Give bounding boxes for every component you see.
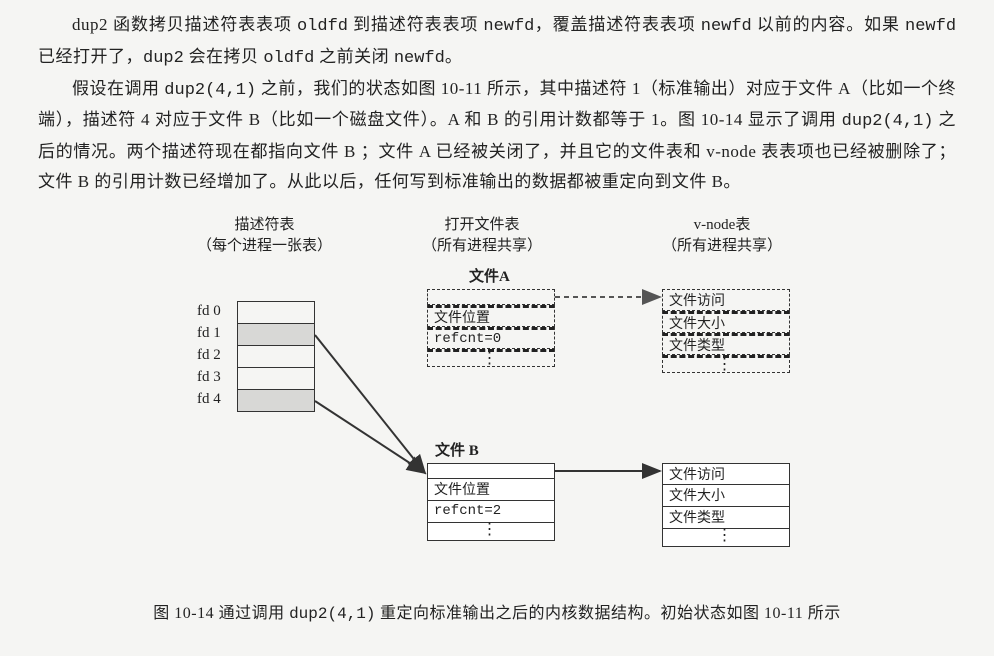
diagram: 描述符表 （每个进程一张表） 打开文件表 （所有进程共享） v-node表 （所…: [107, 215, 887, 595]
code: dup2(4,1): [842, 112, 934, 131]
vnode-a-size: 文件大小: [662, 311, 790, 333]
figure-caption: 图 10-14 通过调用 dup2(4,1) 重定向标准输出之后的内核数据结构。…: [38, 599, 956, 623]
file-a-dots: ⋮: [427, 349, 555, 367]
caption-text: 图 10-14 通过调用: [153, 605, 289, 622]
file-b-title: 文件 B: [435, 439, 479, 460]
file-a-pos: 文件位置: [427, 305, 555, 327]
file-b-dots: ⋮: [427, 523, 555, 541]
code: oldfd: [263, 49, 314, 68]
caption-text: 重定向标准输出之后的内核数据结构。初始状态如图 10-11 所示: [376, 605, 841, 622]
text: 以前的内容。如果: [752, 15, 905, 34]
file-a-box: 文件位置 refcnt=0 ⋮: [427, 289, 555, 367]
text: 之前关闭: [314, 47, 394, 66]
col-title-vnode-table: v-node表 （所有进程共享）: [662, 215, 782, 259]
text: 到描述符表表项: [348, 15, 483, 34]
fd-label-1: fd 1: [197, 325, 221, 342]
vnode-a-box: 文件访问 文件大小 文件类型 ⋮: [662, 289, 790, 373]
fd-label-0: fd 0: [197, 303, 221, 320]
code: newfd: [394, 49, 445, 68]
file-b-refcnt: refcnt=2: [427, 501, 555, 523]
vnode-a-type: 文件类型: [662, 333, 790, 355]
code: dup2: [143, 49, 184, 68]
col-title-open-file-table: 打开文件表 （所有进程共享）: [422, 215, 542, 259]
code: dup2(4,1): [164, 81, 256, 100]
text: ，覆盖描述符表表项: [534, 15, 700, 34]
code: newfd: [701, 17, 752, 36]
col-title-descriptor-table: 描述符表 （每个进程一张表）: [197, 215, 332, 259]
descriptor-table: [237, 301, 315, 412]
text: dup2 函数拷贝描述符表表项: [72, 15, 297, 34]
fd-label-3: fd 3: [197, 369, 221, 386]
vnode-b-box: 文件访问 文件大小 文件类型 ⋮: [662, 463, 790, 547]
vnode-b-dots: ⋮: [662, 529, 790, 547]
text: 。: [445, 47, 463, 66]
file-a-blank: [427, 289, 555, 305]
code: newfd: [905, 17, 956, 36]
vnode-a-access: 文件访问: [662, 289, 790, 311]
vnode-b-size: 文件大小: [662, 485, 790, 507]
file-b-box: 文件位置 refcnt=2 ⋮: [427, 463, 555, 541]
code: oldfd: [297, 17, 348, 36]
vnode-b-access: 文件访问: [662, 463, 790, 485]
file-b-blank: [427, 463, 555, 479]
file-a-title: 文件A: [469, 265, 510, 286]
fd-label-2: fd 2: [197, 347, 221, 364]
desc-row-1: [238, 324, 314, 346]
caption-code: dup2(4,1): [289, 605, 375, 623]
desc-row-4: [238, 390, 314, 412]
desc-row-0: [238, 302, 314, 324]
vnode-a-dots: ⋮: [662, 355, 790, 373]
desc-row-3: [238, 368, 314, 390]
file-a-refcnt: refcnt=0: [427, 327, 555, 349]
text: 已经打开了，: [38, 47, 143, 66]
desc-row-2: [238, 346, 314, 368]
vnode-b-type: 文件类型: [662, 507, 790, 529]
page: dup2 函数拷贝描述符表表项 oldfd 到描述符表表项 newfd，覆盖描述…: [0, 0, 994, 627]
file-b-pos: 文件位置: [427, 479, 555, 501]
paragraph-2: 假设在调用 dup2(4,1) 之前，我们的状态如图 10-11 所示，其中描述…: [38, 74, 956, 197]
fd-label-4: fd 4: [197, 391, 221, 408]
code: newfd: [483, 17, 534, 36]
text: 假设在调用: [72, 79, 164, 98]
text: 会在拷贝: [184, 47, 264, 66]
paragraph-1: dup2 函数拷贝描述符表表项 oldfd 到描述符表表项 newfd，覆盖描述…: [38, 10, 956, 74]
